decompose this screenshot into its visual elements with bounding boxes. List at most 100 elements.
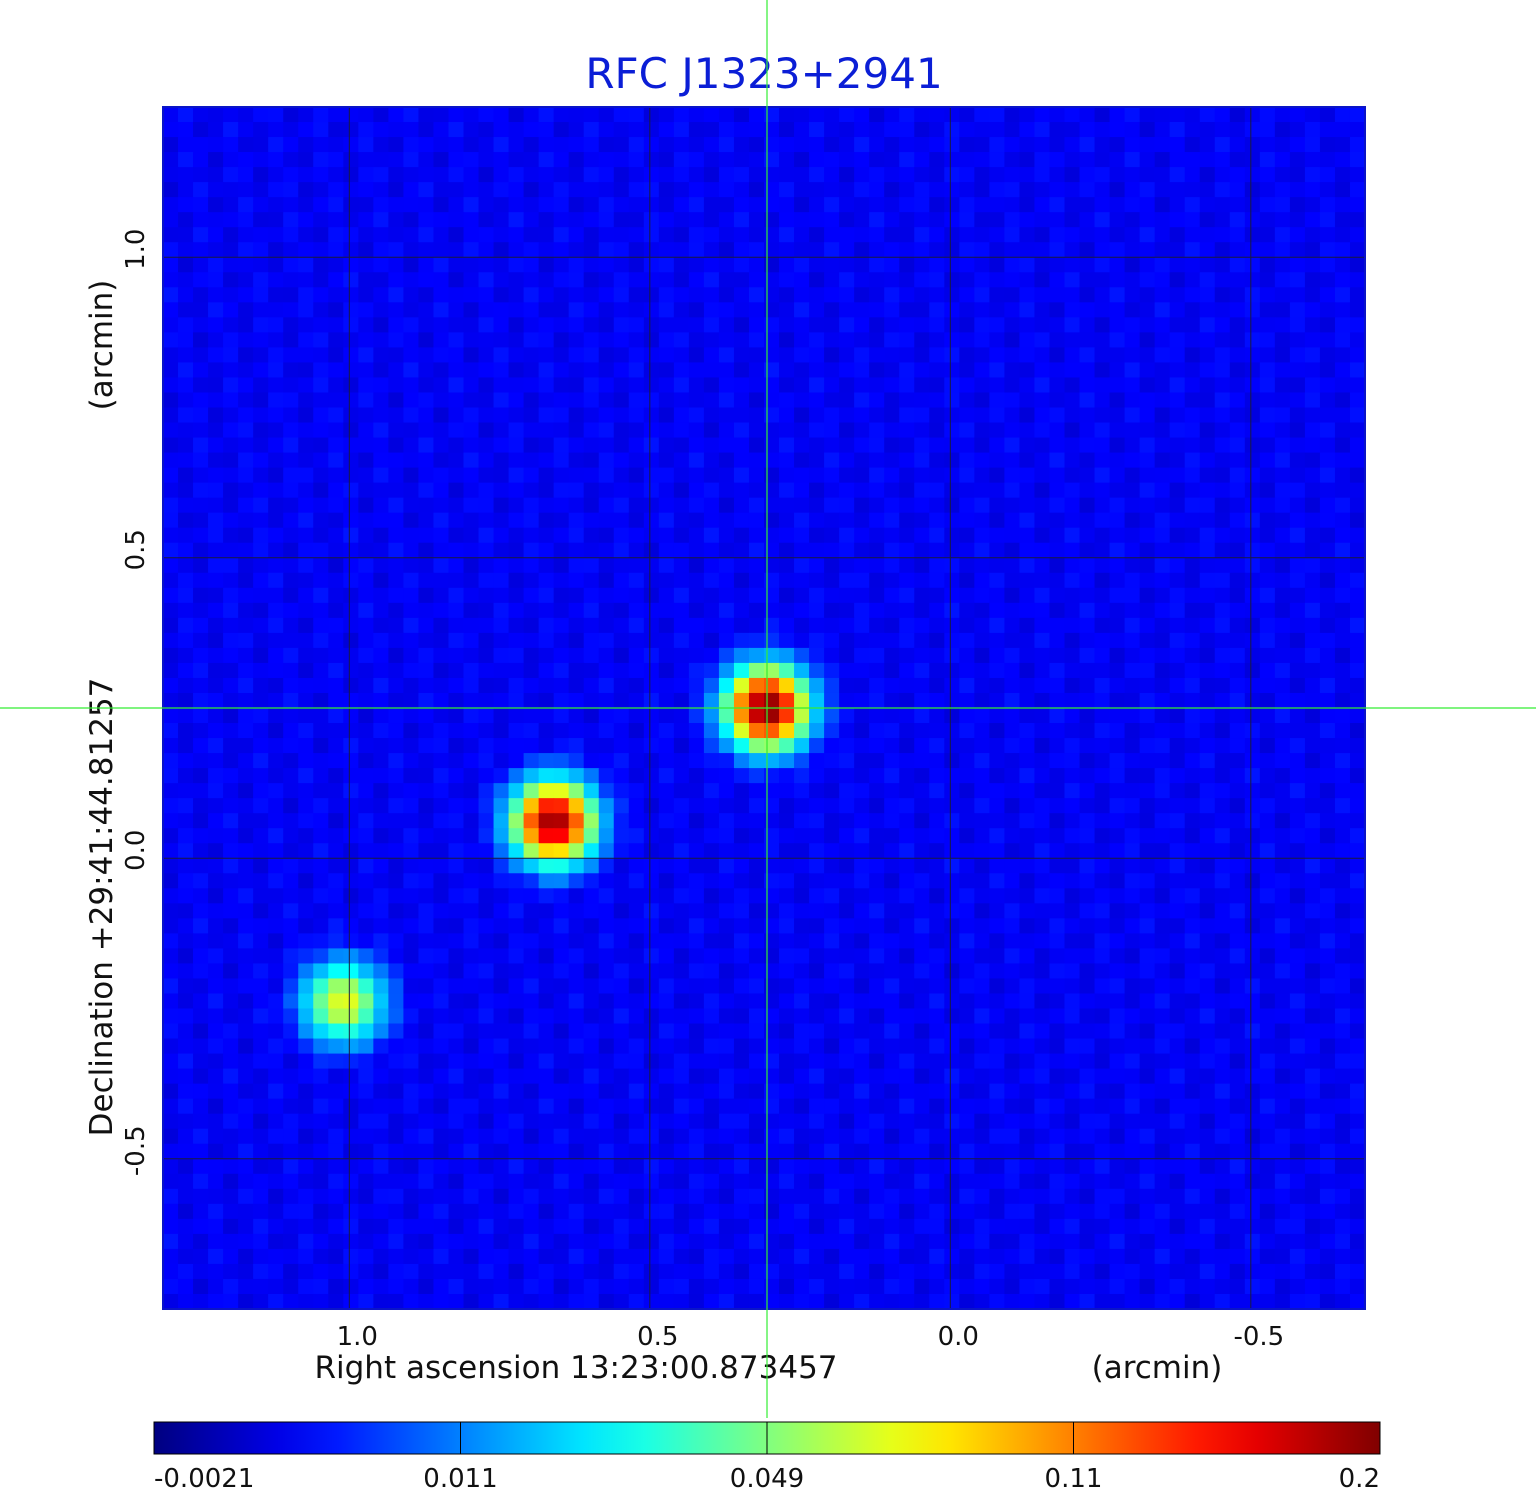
image-pixel bbox=[1199, 828, 1216, 844]
image-pixel bbox=[313, 708, 329, 724]
image-pixel bbox=[1214, 512, 1231, 529]
image-pixel bbox=[568, 888, 585, 904]
image-pixel bbox=[523, 212, 540, 228]
image-pixel bbox=[1334, 227, 1351, 243]
image-pixel bbox=[688, 482, 705, 499]
image-pixel bbox=[208, 993, 224, 1010]
image-pixel bbox=[1004, 542, 1021, 559]
image-pixel bbox=[1079, 422, 1096, 439]
image-pixel bbox=[1274, 677, 1291, 694]
image-pixel bbox=[178, 527, 194, 544]
image-pixel bbox=[779, 422, 795, 439]
image-pixel bbox=[1169, 122, 1186, 138]
image-pixel bbox=[929, 647, 945, 664]
image-pixel bbox=[1124, 137, 1141, 153]
image-pixel bbox=[463, 632, 480, 649]
image-pixel bbox=[1094, 257, 1111, 273]
image-pixel bbox=[673, 167, 690, 183]
image-pixel bbox=[163, 437, 179, 454]
image-pixel bbox=[779, 287, 795, 303]
image-pixel bbox=[989, 542, 1006, 559]
image-pixel bbox=[628, 888, 645, 904]
image-pixel bbox=[1124, 197, 1141, 213]
image-pixel bbox=[523, 467, 540, 484]
image-pixel bbox=[839, 107, 855, 123]
image-pixel bbox=[208, 287, 224, 303]
image-pixel bbox=[373, 347, 389, 364]
image-pixel bbox=[1049, 632, 1066, 649]
image-pixel bbox=[643, 783, 660, 799]
image-pixel bbox=[268, 813, 284, 829]
image-pixel bbox=[1094, 227, 1111, 243]
image-pixel bbox=[283, 257, 299, 273]
image-pixel bbox=[989, 497, 1006, 514]
image-pixel bbox=[1139, 227, 1156, 243]
image-pixel bbox=[794, 212, 810, 228]
image-pixel bbox=[1214, 723, 1231, 739]
image-pixel bbox=[643, 302, 660, 318]
image-pixel bbox=[403, 933, 420, 950]
image-pixel bbox=[1019, 1023, 1036, 1040]
image-pixel bbox=[1319, 392, 1336, 409]
image-pixel bbox=[178, 918, 194, 934]
image-pixel bbox=[688, 182, 705, 198]
image-pixel bbox=[508, 978, 525, 995]
image-pixel bbox=[568, 572, 585, 589]
image-pixel bbox=[1124, 242, 1141, 258]
image-pixel bbox=[463, 527, 480, 544]
image-pixel bbox=[463, 753, 480, 769]
image-pixel bbox=[1079, 377, 1096, 394]
image-pixel bbox=[914, 602, 930, 619]
image-pixel bbox=[1214, 903, 1231, 919]
image-pixel bbox=[809, 873, 825, 889]
image-pixel bbox=[1154, 888, 1171, 904]
image-pixel bbox=[673, 392, 690, 409]
image-pixel bbox=[193, 677, 209, 694]
image-pixel bbox=[328, 557, 344, 574]
image-pixel bbox=[478, 452, 495, 469]
image-pixel bbox=[1244, 978, 1261, 995]
image-pixel bbox=[809, 287, 825, 303]
image-pixel bbox=[568, 768, 585, 784]
image-pixel bbox=[1064, 572, 1081, 589]
image-pixel bbox=[959, 527, 975, 544]
image-pixel bbox=[1079, 843, 1096, 859]
image-pixel bbox=[253, 617, 269, 634]
image-pixel bbox=[673, 152, 690, 168]
image-pixel bbox=[854, 437, 870, 454]
image-pixel bbox=[538, 572, 555, 589]
image-pixel bbox=[1244, 888, 1261, 904]
image-pixel bbox=[628, 753, 645, 769]
image-pixel bbox=[839, 302, 855, 318]
image-pixel bbox=[253, 107, 269, 123]
image-pixel bbox=[718, 242, 735, 258]
image-pixel bbox=[764, 242, 780, 258]
image-pixel bbox=[914, 452, 930, 469]
image-pixel bbox=[613, 302, 630, 318]
image-pixel bbox=[643, 662, 660, 679]
image-pixel bbox=[343, 768, 359, 784]
image-pixel bbox=[568, 347, 585, 364]
image-pixel bbox=[869, 978, 885, 995]
image-pixel bbox=[493, 227, 510, 243]
image-pixel bbox=[944, 692, 960, 709]
image-pixel bbox=[1229, 708, 1246, 724]
image-pixel bbox=[598, 542, 615, 559]
image-pixel bbox=[433, 287, 450, 303]
image-pixel bbox=[313, 137, 329, 153]
image-pixel bbox=[688, 557, 705, 574]
image-pixel bbox=[178, 692, 194, 709]
image-pixel bbox=[253, 918, 269, 934]
image-pixel bbox=[268, 888, 284, 904]
image-pixel bbox=[1199, 813, 1216, 829]
image-pixel bbox=[328, 452, 344, 469]
image-pixel bbox=[478, 993, 495, 1010]
image-pixel bbox=[869, 422, 885, 439]
image-pixel bbox=[929, 437, 945, 454]
image-pixel bbox=[1034, 377, 1051, 394]
image-pixel bbox=[1244, 347, 1261, 364]
image-pixel bbox=[643, 858, 660, 874]
image-pixel bbox=[433, 783, 450, 799]
image-pixel bbox=[163, 362, 179, 379]
image-pixel bbox=[824, 888, 840, 904]
